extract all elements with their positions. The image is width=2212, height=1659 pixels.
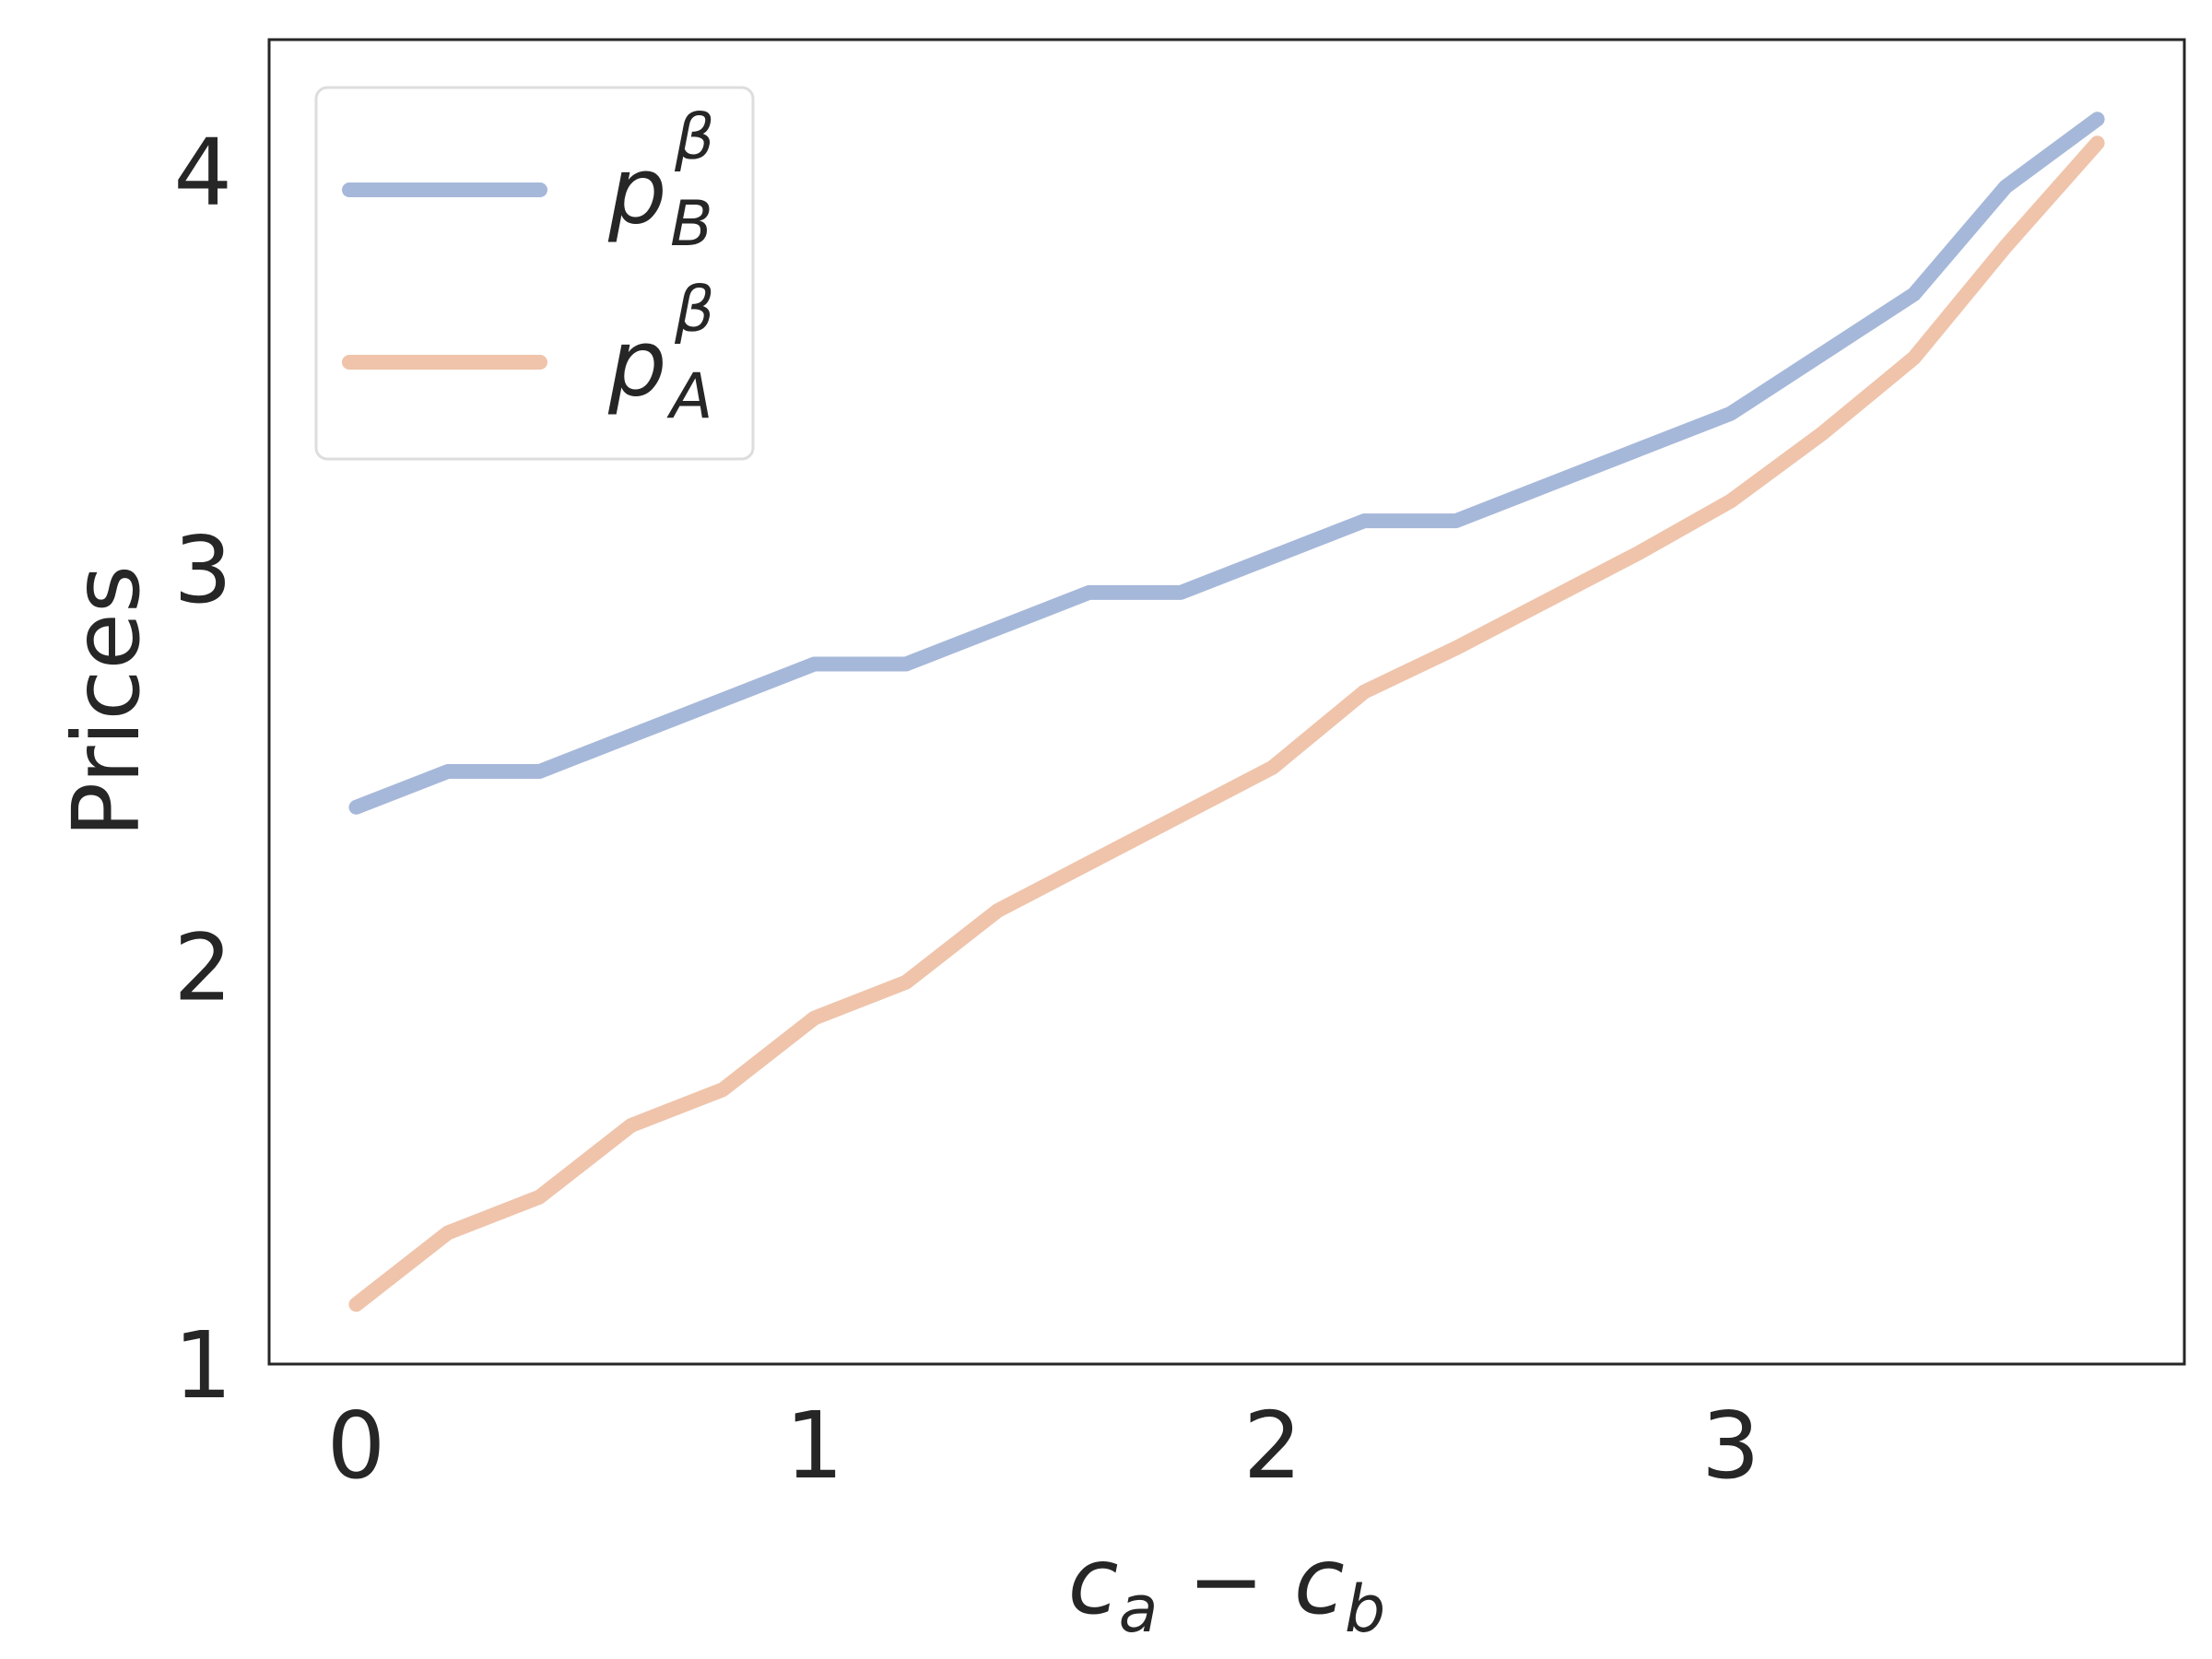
- x-tick-label: 3: [1701, 1392, 1760, 1500]
- x-tick-label: 0: [327, 1392, 386, 1500]
- series-line-p-a: [348, 135, 2105, 1312]
- series-line-p-b: [348, 112, 2105, 815]
- y-tick-label: 1: [173, 1312, 232, 1419]
- y-axis-label: Prices: [53, 565, 160, 838]
- x-tick-label: 2: [1243, 1392, 1302, 1500]
- legend: p β B p β A: [314, 86, 755, 461]
- x-tick-label: 1: [785, 1392, 844, 1500]
- plot-frame: [267, 38, 2186, 1366]
- y-tick-label: 3: [173, 516, 232, 624]
- y-tick-label: 4: [173, 118, 232, 226]
- y-tick-label: 2: [173, 913, 232, 1021]
- series-layer: [348, 112, 2105, 1312]
- x-axis-label: ca − cb: [1068, 1527, 1386, 1647]
